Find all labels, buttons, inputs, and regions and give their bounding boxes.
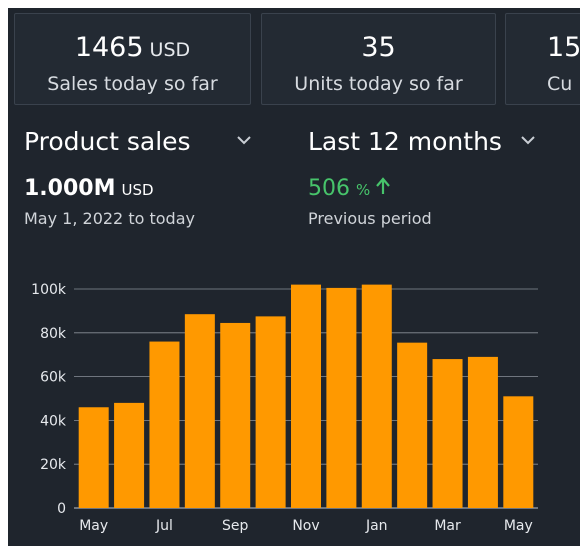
kpi-card-third[interactable]: 15 Cu (505, 13, 580, 105)
x-tick-label: Nov (292, 518, 319, 534)
chevron-down-icon[interactable] (236, 134, 252, 146)
y-tick-label: 0 (57, 501, 66, 517)
bar-jan[interactable] (361, 284, 392, 508)
bar-feb[interactable] (397, 342, 428, 508)
bar-sep[interactable] (220, 322, 251, 508)
y-tick-label: 80k (40, 326, 67, 342)
y-tick-label: 20k (40, 457, 67, 473)
change-label: Previous period (308, 209, 432, 228)
bar-oct[interactable] (255, 316, 286, 508)
kpi-card-units-today[interactable]: 35 Units today so far (261, 13, 496, 105)
kpi-label: Cu (547, 73, 573, 95)
y-tick-label: 100k (31, 282, 67, 298)
chevron-down-icon[interactable] (520, 134, 536, 146)
bar-jul[interactable] (149, 341, 180, 508)
kpi-value: 1465 USD (74, 32, 191, 63)
metric-dropdown[interactable]: Product sales (24, 121, 191, 161)
metric-dropdown-label: Product sales (24, 126, 191, 156)
sales-bar-chart: 0 20k 40k 60k 80k 100k May Jul Sep Nov Jan Mar May (31, 282, 538, 534)
period-change: 506% (308, 176, 391, 201)
total-sales-value: 1.000M USD (24, 176, 154, 201)
kpi-value: 15 (547, 32, 580, 63)
kpi-value: 35 (361, 32, 396, 63)
period-dropdown[interactable]: Last 12 months (308, 121, 502, 161)
y-tick-label: 60k (40, 370, 67, 386)
kpi-label: Units today so far (294, 73, 463, 95)
kpi-card-sales-today[interactable]: 1465 USD Sales today so far (14, 13, 251, 105)
bar-jun[interactable] (114, 402, 145, 508)
bar-nov[interactable] (291, 284, 321, 508)
x-tick-label: May (79, 518, 108, 534)
period-dropdown-label: Last 12 months (308, 126, 502, 156)
x-tick-label: Mar (434, 518, 461, 534)
bar-aug[interactable] (184, 314, 215, 508)
bar-may[interactable] (503, 396, 534, 508)
arrow-up-icon (376, 177, 391, 194)
x-tick-label: Sep (222, 518, 249, 534)
date-range: May 1, 2022 to today (24, 209, 195, 228)
sales-dashboard: 1465 USD Sales today so far 35 Units toda… (8, 8, 580, 546)
x-tick-label: Jul (155, 518, 173, 534)
kpi-label: Sales today so far (47, 73, 218, 95)
bar-may[interactable] (78, 407, 109, 508)
x-tick-label: Jan (365, 518, 388, 534)
bar-dec[interactable] (326, 287, 357, 508)
bar-apr[interactable] (467, 356, 498, 508)
y-tick-label: 40k (40, 413, 67, 429)
bar-mar[interactable] (432, 359, 463, 508)
x-tick-label: May (504, 518, 533, 534)
